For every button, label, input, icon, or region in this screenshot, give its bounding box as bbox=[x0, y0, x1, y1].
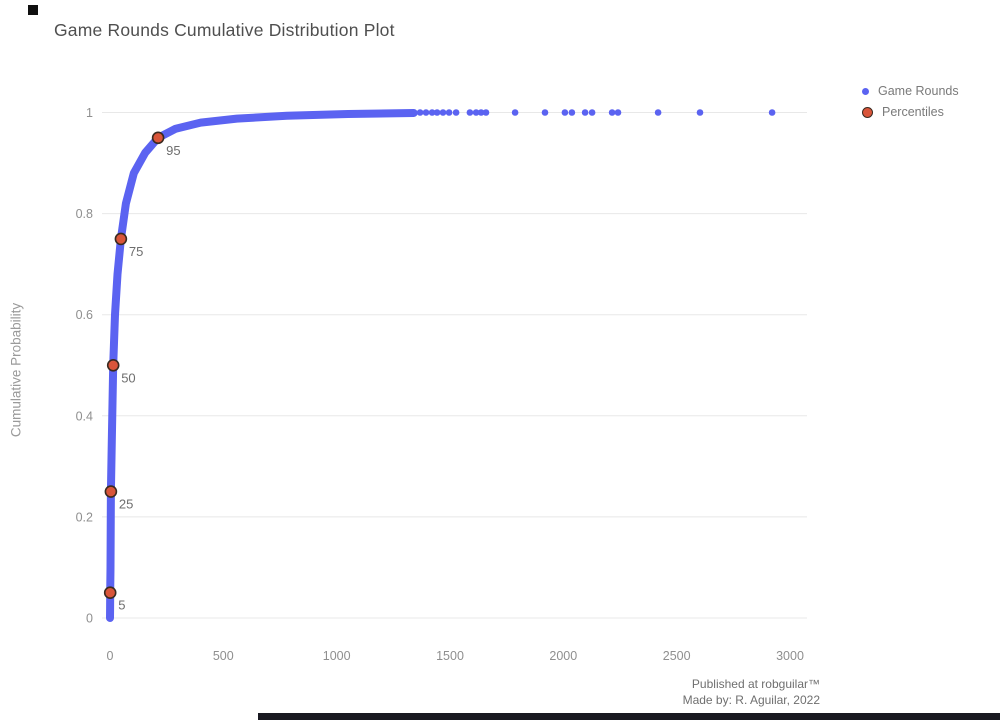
svg-text:1500: 1500 bbox=[436, 649, 464, 663]
y-tick-labels: 0 0.2 0.4 0.6 0.8 1 bbox=[76, 106, 93, 626]
cdf-curve bbox=[106, 109, 418, 622]
bottom-bar bbox=[258, 713, 1000, 720]
percentile-markers: 5 25 50 75 95 bbox=[103, 131, 181, 613]
y-axis-title: Cumulative Probability bbox=[8, 302, 24, 438]
footer-published: Published at robguilar™ bbox=[691, 677, 820, 691]
legend-swatch-game-rounds bbox=[862, 87, 869, 95]
svg-text:0.4: 0.4 bbox=[76, 409, 93, 423]
legend-item-percentiles[interactable]: Percentiles bbox=[862, 105, 959, 119]
svg-text:2000: 2000 bbox=[549, 649, 577, 663]
svg-text:95: 95 bbox=[166, 143, 180, 158]
svg-text:50: 50 bbox=[121, 370, 135, 385]
svg-text:1: 1 bbox=[86, 106, 93, 120]
svg-text:3000: 3000 bbox=[776, 649, 804, 663]
footer: Published at robguilar™ Made by: R. Agui… bbox=[683, 676, 820, 708]
legend-item-game-rounds[interactable]: Game Rounds bbox=[862, 84, 959, 98]
svg-text:500: 500 bbox=[213, 649, 234, 663]
svg-text:1000: 1000 bbox=[323, 649, 351, 663]
chart-title: Game Rounds Cumulative Distribution Plot bbox=[54, 20, 395, 40]
svg-text:0.8: 0.8 bbox=[76, 207, 93, 221]
legend-label-percentiles: Percentiles bbox=[882, 105, 944, 119]
svg-text:0.6: 0.6 bbox=[76, 308, 93, 322]
gridlines bbox=[102, 112, 807, 619]
legend: Game Rounds Percentiles bbox=[862, 84, 959, 119]
svg-text:75: 75 bbox=[129, 244, 143, 259]
legend-swatch-percentiles bbox=[862, 106, 873, 118]
svg-text:0: 0 bbox=[107, 649, 114, 663]
svg-text:0.2: 0.2 bbox=[76, 510, 93, 524]
footer-madeby: Made by: R. Aguilar, 2022 bbox=[682, 693, 820, 707]
svg-text:2500: 2500 bbox=[663, 649, 691, 663]
svg-text:0: 0 bbox=[86, 612, 93, 626]
svg-text:5: 5 bbox=[118, 598, 125, 613]
svg-text:25: 25 bbox=[119, 497, 133, 512]
legend-label-game-rounds: Game Rounds bbox=[878, 84, 959, 98]
x-tick-labels: 0 500 1000 1500 2000 2500 3000 bbox=[107, 649, 804, 663]
tail-dots bbox=[416, 109, 776, 116]
corner-marker bbox=[28, 5, 38, 15]
